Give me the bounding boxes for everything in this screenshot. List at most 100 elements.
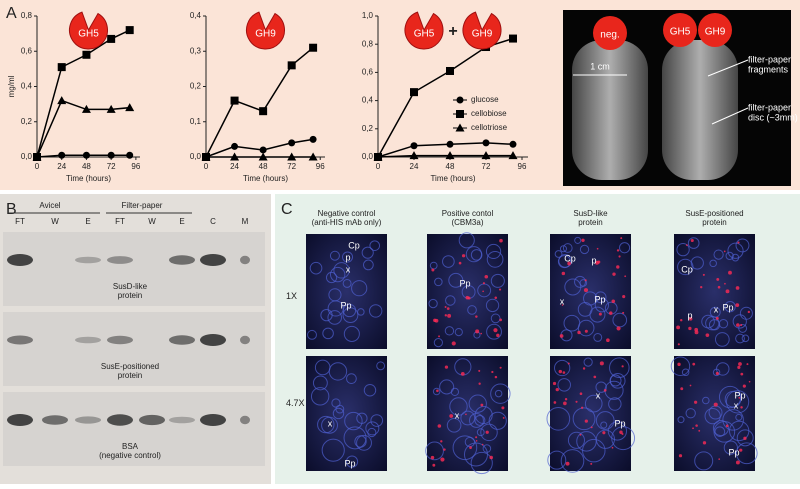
signal xyxy=(624,275,627,278)
marker xyxy=(81,104,91,113)
image-label: Pp xyxy=(340,300,351,310)
blot-label: BSA xyxy=(122,442,139,451)
column-header: (anti-HIS mAb only) xyxy=(312,218,382,227)
cell xyxy=(736,429,754,447)
y-tick-label: 0,6 xyxy=(362,68,374,77)
tube xyxy=(662,40,738,180)
signal xyxy=(499,366,502,369)
legend-label: cellobiose xyxy=(471,109,507,118)
signal xyxy=(620,237,623,240)
cell xyxy=(448,272,464,288)
band xyxy=(200,334,226,346)
signal xyxy=(593,375,597,379)
micrograph xyxy=(306,234,387,349)
cell xyxy=(694,451,714,471)
blot-label: SusD-like xyxy=(113,282,148,291)
cell xyxy=(725,390,750,414)
signal xyxy=(577,330,581,335)
signal xyxy=(680,318,683,322)
cell xyxy=(376,361,386,371)
marker xyxy=(509,34,517,43)
cell xyxy=(343,426,367,450)
band xyxy=(200,414,226,426)
cell xyxy=(738,323,748,333)
signal xyxy=(735,303,740,308)
signal xyxy=(484,275,489,279)
cell xyxy=(449,397,468,416)
cell xyxy=(442,255,455,268)
signal xyxy=(430,455,435,460)
signal xyxy=(582,367,586,370)
signal xyxy=(437,424,442,428)
signal xyxy=(499,318,503,322)
cell xyxy=(584,394,603,413)
cell xyxy=(488,411,507,430)
marker xyxy=(481,151,491,160)
legend-marker xyxy=(455,123,465,132)
x-tick-label: 96 xyxy=(316,162,325,171)
lane-label: FT xyxy=(15,217,25,226)
y-tick-label: 0,1 xyxy=(190,117,202,126)
signal xyxy=(563,401,567,406)
signal xyxy=(737,365,741,369)
image-label: x xyxy=(596,390,601,400)
signal xyxy=(725,424,729,428)
enzyme-badge xyxy=(404,11,444,50)
cell xyxy=(735,238,750,253)
signal xyxy=(692,427,694,430)
signal xyxy=(579,392,583,396)
tube-label: GH5 xyxy=(670,27,691,38)
x-tick-label: 24 xyxy=(230,162,239,171)
cell xyxy=(469,412,484,428)
cell xyxy=(485,298,500,313)
cell xyxy=(322,327,334,340)
badge-label: GH9 xyxy=(472,29,493,40)
signal xyxy=(735,286,740,290)
signal xyxy=(738,396,741,399)
badge-label: GH9 xyxy=(255,29,276,40)
marker xyxy=(125,26,134,35)
image-label: p xyxy=(687,310,692,320)
row-label: 1X xyxy=(286,291,297,301)
signal xyxy=(677,343,680,346)
signal xyxy=(480,332,483,335)
marker xyxy=(287,61,296,70)
cell xyxy=(714,426,726,437)
cell xyxy=(594,298,610,313)
signal xyxy=(596,247,599,250)
cell xyxy=(593,332,603,342)
cell xyxy=(583,291,598,306)
signal xyxy=(475,315,478,318)
signal xyxy=(621,365,624,368)
signal xyxy=(622,311,625,314)
cell xyxy=(433,338,443,348)
signal xyxy=(718,458,721,460)
cell xyxy=(732,314,747,329)
signal xyxy=(475,329,480,334)
marker xyxy=(82,151,90,159)
y-tick-label: 0,0 xyxy=(190,152,202,161)
cell xyxy=(582,438,606,463)
marker xyxy=(287,152,297,161)
signal xyxy=(444,306,447,309)
signal xyxy=(482,290,484,293)
signal xyxy=(619,430,623,434)
cell xyxy=(307,329,317,340)
marker xyxy=(230,152,240,161)
signal xyxy=(747,310,751,314)
badge-joiner: + xyxy=(448,23,457,40)
image-label: Pp xyxy=(734,390,745,400)
signal xyxy=(740,323,743,327)
x-tick-label: 24 xyxy=(57,162,66,171)
cell xyxy=(446,418,462,433)
signal xyxy=(458,261,462,265)
y-tick-label: 0,8 xyxy=(21,11,33,20)
signal xyxy=(475,436,478,439)
cell xyxy=(579,244,590,255)
band xyxy=(7,414,33,426)
marker xyxy=(288,139,296,147)
signal xyxy=(498,288,502,291)
marker xyxy=(309,43,318,52)
cell xyxy=(557,255,571,269)
signal xyxy=(611,299,616,304)
